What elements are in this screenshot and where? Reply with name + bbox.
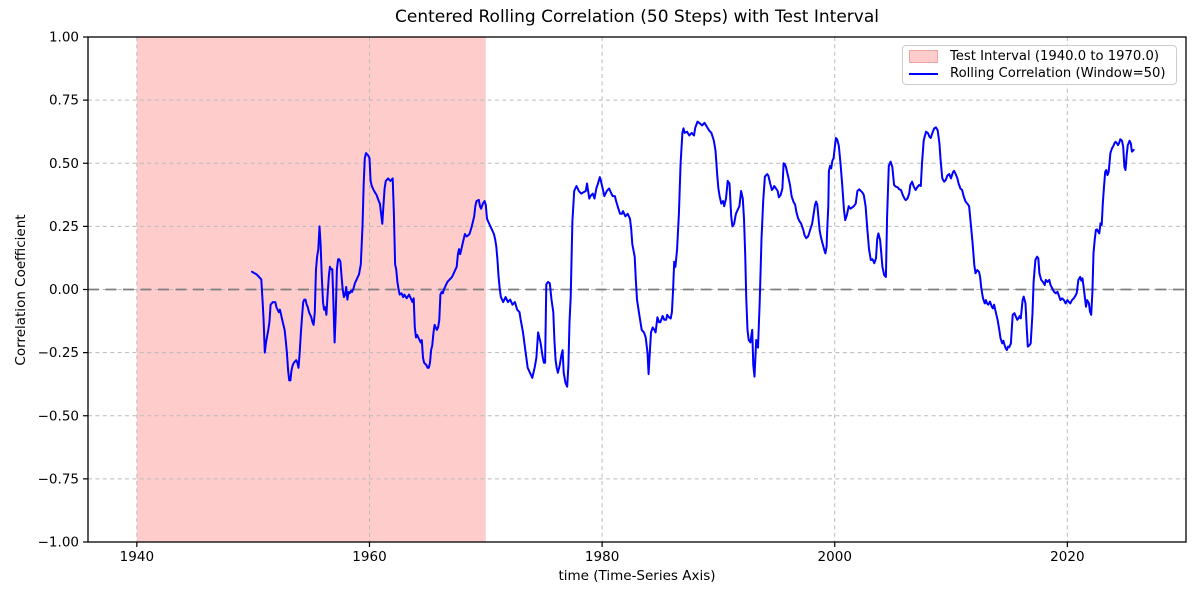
legend-swatch-area: [909, 50, 947, 63]
x-axis-label: time (Time-Series Axis): [558, 568, 716, 584]
legend-label: Test Interval (1940.0 to 1970.0): [950, 49, 1160, 64]
y-tick-label: 0.75: [49, 93, 79, 109]
legend-item-rolling-correlation: Rolling Correlation (Window=50): [909, 65, 1170, 82]
chart-title: Centered Rolling Correlation (50 Steps) …: [395, 7, 879, 27]
x-tick-label: 1980: [585, 549, 619, 565]
y-tick-label: 0.25: [49, 219, 79, 235]
y-tick-label: 0.50: [49, 156, 79, 172]
legend: Test Interval (1940.0 to 1970.0) Rolling…: [902, 45, 1177, 85]
x-tick-label: 1940: [120, 549, 154, 565]
y-tick-label: −1.00: [38, 535, 79, 551]
rolling-correlation-swatch: [909, 72, 938, 75]
test-interval-swatch: [909, 50, 938, 63]
y-tick-label: −0.25: [38, 345, 79, 361]
legend-label: Rolling Correlation (Window=50): [950, 66, 1166, 81]
y-tick-label: 0.00: [49, 282, 79, 298]
x-tick-label: 2000: [818, 549, 852, 565]
x-tick-label: 1960: [352, 549, 386, 565]
x-tick-label: 2020: [1050, 549, 1084, 565]
y-tick-label: −0.50: [38, 408, 79, 424]
legend-swatch-area: [909, 72, 947, 75]
y-tick-label: −0.75: [38, 471, 79, 487]
y-axis-label: Correlation Coefficient: [13, 214, 29, 366]
rolling-correlation-line: [251, 120, 1135, 388]
legend-item-test-interval: Test Interval (1940.0 to 1970.0): [909, 48, 1170, 65]
y-tick-label: 1.00: [49, 30, 79, 46]
